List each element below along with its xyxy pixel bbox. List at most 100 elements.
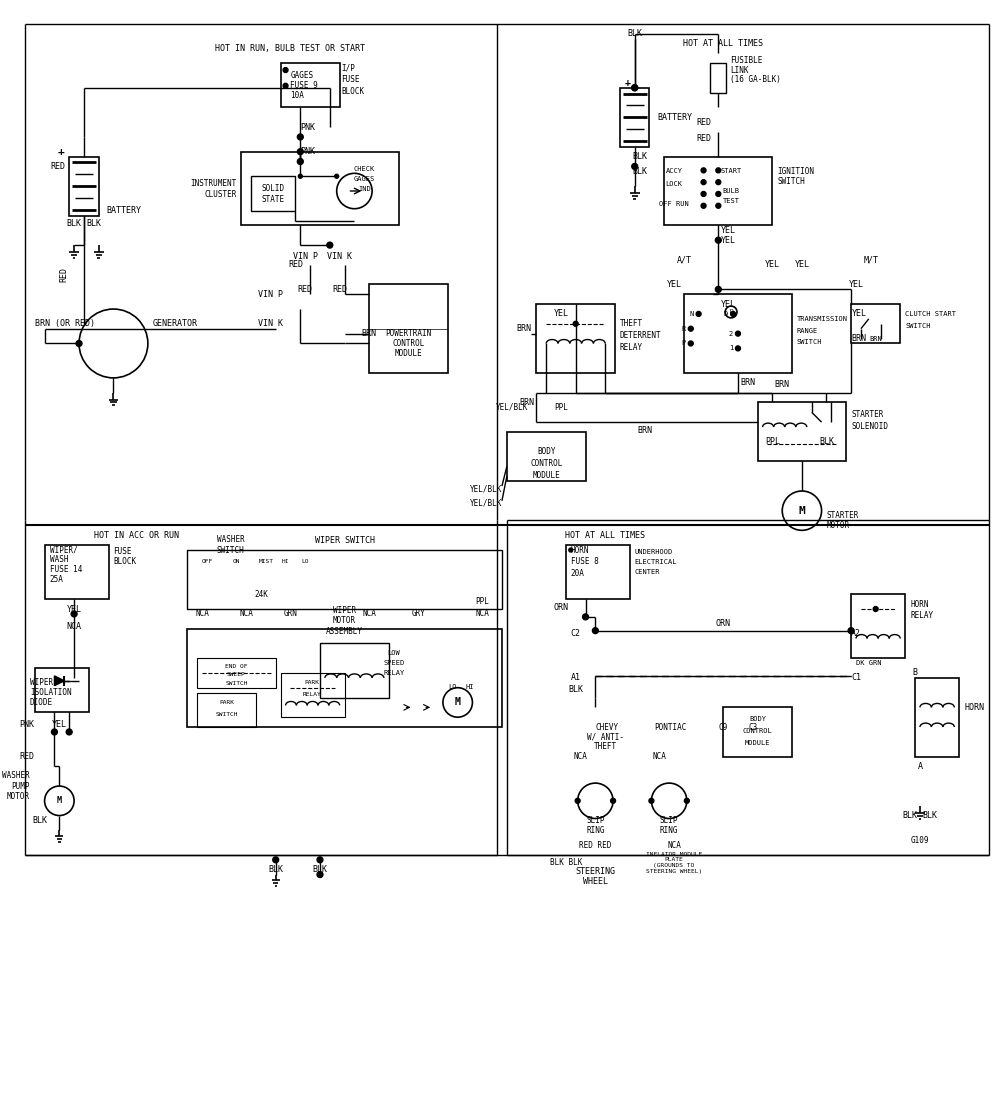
- Text: UNDERHOOD: UNDERHOOD: [635, 549, 673, 556]
- Text: BRN: BRN: [519, 398, 534, 407]
- Bar: [187, 629, 502, 727]
- Text: YEL: YEL: [67, 605, 82, 614]
- Text: LO: LO: [301, 559, 309, 564]
- Circle shape: [701, 168, 706, 173]
- Text: SWEEP: SWEEP: [227, 672, 246, 678]
- Text: BLK: BLK: [903, 811, 918, 821]
- Bar: [664, 156, 772, 226]
- Text: THEFT: THEFT: [620, 319, 643, 328]
- Circle shape: [715, 238, 721, 243]
- Text: IGNITION: IGNITION: [777, 167, 814, 176]
- Text: A1: A1: [571, 673, 581, 682]
- Circle shape: [716, 179, 721, 185]
- Text: YEL/BLK: YEL/BLK: [470, 484, 502, 494]
- Circle shape: [649, 799, 654, 803]
- Text: SWITCH: SWITCH: [777, 177, 805, 186]
- Bar: [241, 152, 399, 226]
- Text: 20A: 20A: [571, 569, 585, 579]
- Text: LINK: LINK: [730, 66, 749, 75]
- Text: NCA: NCA: [475, 609, 489, 618]
- Text: RED: RED: [696, 118, 711, 127]
- Text: INFLATOR MODULE
PLATE
(GROUNDS TO
STEERING WHEEL): INFLATOR MODULE PLATE (GROUNDS TO STEERI…: [646, 851, 702, 874]
- Text: YEL: YEL: [721, 299, 736, 309]
- Circle shape: [701, 204, 706, 208]
- Text: FUSE: FUSE: [113, 548, 132, 557]
- Text: PNK: PNK: [301, 122, 316, 132]
- Circle shape: [298, 174, 302, 178]
- Text: BATTERY: BATTERY: [107, 206, 142, 216]
- Text: 24K: 24K: [254, 590, 268, 598]
- Bar: [507, 432, 586, 481]
- Text: C3: C3: [748, 723, 757, 732]
- Text: LOCK: LOCK: [666, 182, 683, 187]
- Circle shape: [76, 341, 82, 346]
- Text: HOT IN ACC OR RUN: HOT IN ACC OR RUN: [94, 530, 179, 540]
- Text: VIN K: VIN K: [258, 319, 283, 328]
- Text: A/T: A/T: [676, 255, 691, 264]
- Text: FUSE: FUSE: [342, 76, 360, 85]
- Text: PPL: PPL: [475, 596, 489, 606]
- Text: BLK: BLK: [568, 685, 583, 694]
- Text: DETERRENT: DETERRENT: [620, 331, 662, 340]
- Circle shape: [66, 729, 72, 735]
- Circle shape: [715, 286, 721, 293]
- Text: PNK: PNK: [301, 147, 316, 156]
- Text: GAGES: GAGES: [290, 72, 314, 80]
- Text: BRN: BRN: [740, 378, 755, 387]
- Text: CENTER: CENTER: [635, 569, 660, 574]
- Circle shape: [283, 67, 288, 73]
- Circle shape: [297, 148, 303, 155]
- Bar: [710, 63, 726, 92]
- Circle shape: [716, 204, 721, 208]
- Text: OFF: OFF: [201, 559, 213, 564]
- Text: CHEVY: CHEVY: [595, 723, 618, 732]
- Circle shape: [297, 134, 303, 140]
- Circle shape: [283, 84, 288, 88]
- Text: BLK: BLK: [86, 219, 101, 228]
- Circle shape: [71, 610, 77, 617]
- Bar: [536, 304, 615, 373]
- Text: VIN P: VIN P: [258, 289, 283, 299]
- Text: BLOCK: BLOCK: [342, 87, 365, 96]
- Text: SOLENOID: SOLENOID: [851, 421, 888, 430]
- Text: IND: IND: [358, 186, 371, 192]
- Text: NCA: NCA: [67, 623, 82, 631]
- Text: HORN: HORN: [571, 546, 589, 554]
- Text: DIODE: DIODE: [30, 697, 53, 707]
- Text: HOT IN RUN, BULB TEST OR START: HOT IN RUN, BULB TEST OR START: [215, 44, 365, 53]
- Text: YEL: YEL: [667, 279, 682, 289]
- Text: RELAY: RELAY: [303, 692, 321, 697]
- Text: END OF: END OF: [225, 663, 248, 669]
- Circle shape: [716, 168, 721, 173]
- Text: N: N: [689, 311, 694, 317]
- Text: NCA: NCA: [574, 752, 588, 761]
- Circle shape: [611, 799, 616, 803]
- Text: BRN: BRN: [775, 381, 790, 389]
- Text: NCA: NCA: [239, 609, 253, 618]
- Text: NCA: NCA: [652, 752, 666, 761]
- Circle shape: [335, 174, 339, 178]
- Text: STARTER: STARTER: [851, 410, 883, 419]
- Text: NCA: NCA: [362, 609, 376, 618]
- Text: 25A: 25A: [50, 575, 63, 584]
- Text: 1: 1: [729, 345, 733, 351]
- Text: STARTER: STARTER: [826, 512, 859, 520]
- Text: BLK: BLK: [312, 865, 327, 874]
- Text: RED: RED: [288, 261, 303, 270]
- Text: PNK: PNK: [19, 719, 34, 728]
- Text: HORN: HORN: [910, 600, 929, 608]
- Text: M/T: M/T: [863, 255, 878, 264]
- Text: BRN: BRN: [851, 334, 866, 343]
- Bar: [197, 693, 256, 727]
- Text: SLIP
RING: SLIP RING: [586, 816, 605, 835]
- Bar: [620, 88, 649, 146]
- Text: YEL: YEL: [765, 261, 780, 270]
- Text: SOLID
STATE: SOLID STATE: [261, 185, 284, 204]
- Circle shape: [632, 85, 638, 90]
- Circle shape: [569, 548, 573, 552]
- Bar: [281, 673, 345, 717]
- Text: HI: HI: [282, 559, 289, 564]
- Text: ELECTRICAL: ELECTRICAL: [635, 559, 677, 564]
- Text: BODY: BODY: [537, 447, 555, 456]
- Text: WIPER/: WIPER/: [50, 546, 77, 554]
